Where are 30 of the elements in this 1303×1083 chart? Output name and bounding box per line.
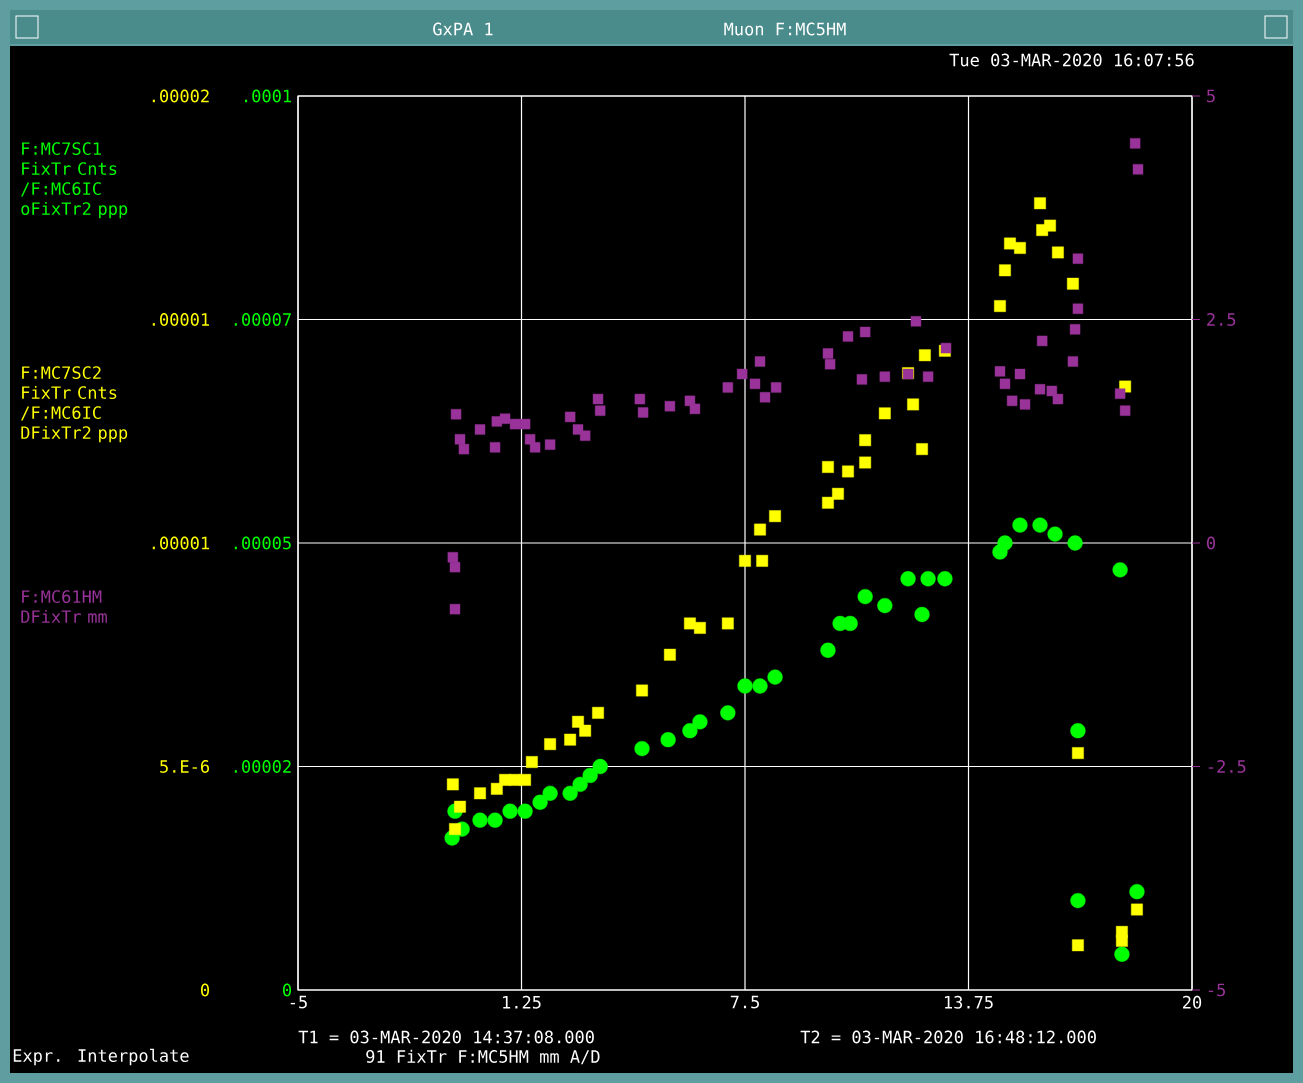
y3-tick-label: 5 [1207, 89, 1215, 103]
x-tick-label: -5 [290, 995, 307, 1009]
chart-title: GxPA 1 [433, 22, 493, 36]
y3-tick-label: 0 [1206, 536, 1215, 550]
text: Tue 03-MAR-2020 16:07:56 [949, 53, 1194, 67]
y-tick-label: .0001 [245, 89, 291, 103]
text: T1 = 03-MAR-2020 14:37:08.000 [298, 1030, 594, 1044]
y-tick-label: .00002 [234, 760, 291, 773]
text: 91 FixTr F:MC5HM mm A/D [366, 1049, 600, 1065]
x-tick-label: 1.25 [503, 995, 541, 1009]
text: F:MC7SC1 FixTr Cnts /F:MC6IC oFixTr2 ppp [21, 142, 128, 219]
text: T2 = 03-MAR-2020 16:48:12.000 [800, 1030, 1096, 1044]
y2-tick-label: .00002 [152, 89, 209, 103]
chart-subtitle: Muon F:MC5HM [724, 22, 846, 36]
x-tick-label: 20 [1183, 995, 1202, 1009]
y3-tick-label: -2.5 [1208, 760, 1246, 773]
text: F:MC61HM DFixTr mm [21, 590, 107, 623]
y2-tick-label: .00001 [152, 536, 209, 550]
text: Expr. Interpolate [13, 1048, 189, 1066]
y2-tick-label: 0 [201, 983, 210, 997]
y3-tick-label: -5 [1208, 983, 1225, 997]
y-tick-label: 0 [283, 983, 292, 997]
y2-tick-label: .00001 [152, 313, 209, 326]
y-tick-label: .00007 [234, 313, 291, 326]
y2-tick-label: 5.E-6 [160, 760, 210, 773]
y-tick-label: .00005 [234, 536, 291, 550]
text: F:MC7SC2 FixTr Cnts /F:MC6IC DFixTr2 ppp [21, 366, 128, 443]
x-tick-label: 7.5 [730, 995, 759, 1009]
y3-tick-label: 2.5 [1207, 313, 1236, 326]
x-tick-label: 13.75 [944, 995, 993, 1009]
